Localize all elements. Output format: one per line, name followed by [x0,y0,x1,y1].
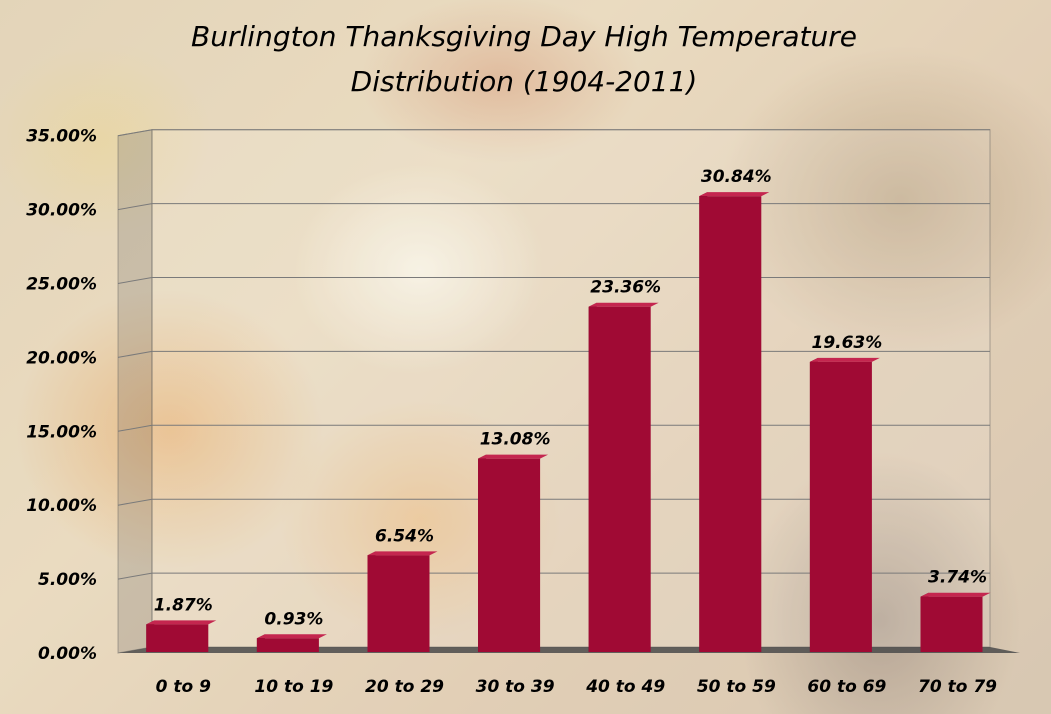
data-label: 19.63% [811,333,882,353]
gridline-side [117,498,153,506]
x-tick-label: 50 to 59 [697,677,776,697]
data-label: 1.87% [154,595,213,615]
data-label: 30.84% [701,167,772,187]
y-tick-label: 15.00% [26,422,97,442]
bar [699,196,762,652]
x-tick-label: 70 to 79 [918,677,997,697]
y-axis-ticks: 0.00% 5.00% 10.00% 15.00% 20.00% 25.00% 30.00%… [26,127,97,664]
chart-title-line-2: Distribution (1904-2011) [351,65,698,98]
data-label: 6.54% [375,526,434,546]
bar-top [588,302,659,307]
plot-floor [118,647,1020,653]
data-label: 13.08% [480,430,551,450]
bar [920,596,983,652]
y-tick-label: 20.00% [26,348,97,368]
bars [146,192,991,652]
y-tick-label: 10.00% [26,496,97,516]
bar-top [478,454,549,459]
gridline-side [117,572,153,580]
bar [146,624,209,652]
x-tick-label: 40 to 49 [585,677,665,697]
bar [256,638,319,652]
gridline-side [117,203,153,211]
bar-top [920,592,991,597]
floor-plane [118,647,1020,653]
gridline-side [117,424,153,432]
y-tick-label: 25.00% [26,275,97,295]
gridline-side [117,350,153,358]
data-label: 0.93% [264,609,323,629]
x-tick-label: 0 to 9 [156,677,211,697]
data-label: 23.36% [590,278,661,298]
bar-top [256,634,327,639]
x-tick-label: 30 to 39 [476,677,555,697]
data-label: 3.74% [928,568,987,588]
y-tick-label: 35.00% [26,127,97,147]
bar-top [809,357,880,362]
chart-title-line-1: Burlington Thanksgiving Day High Tempera… [191,20,857,53]
gridline-side [117,129,153,137]
x-tick-label: 20 to 29 [365,677,444,697]
gridline-side [117,277,153,284]
bar-top [146,620,217,625]
y-tick-label: 30.00% [26,201,97,221]
y-tick-label: 0.00% [38,644,97,664]
bar-top [367,551,438,556]
y-tick-label: 5.00% [38,570,97,590]
bar [809,361,872,652]
data-labels: 1.87% 0.93% 6.54% 13.08% 23.36% 30.84% 19.63% 3… [154,167,987,629]
bar-top [699,192,770,197]
x-tick-label: 60 to 69 [807,677,886,697]
x-axis-ticks: 0 to 9 10 to 19 20 to 29 30 to 39 40 to 49 50… [156,677,998,697]
bar [478,458,541,652]
bar [588,306,651,652]
x-tick-label: 10 to 19 [254,677,333,697]
bar [367,555,430,652]
